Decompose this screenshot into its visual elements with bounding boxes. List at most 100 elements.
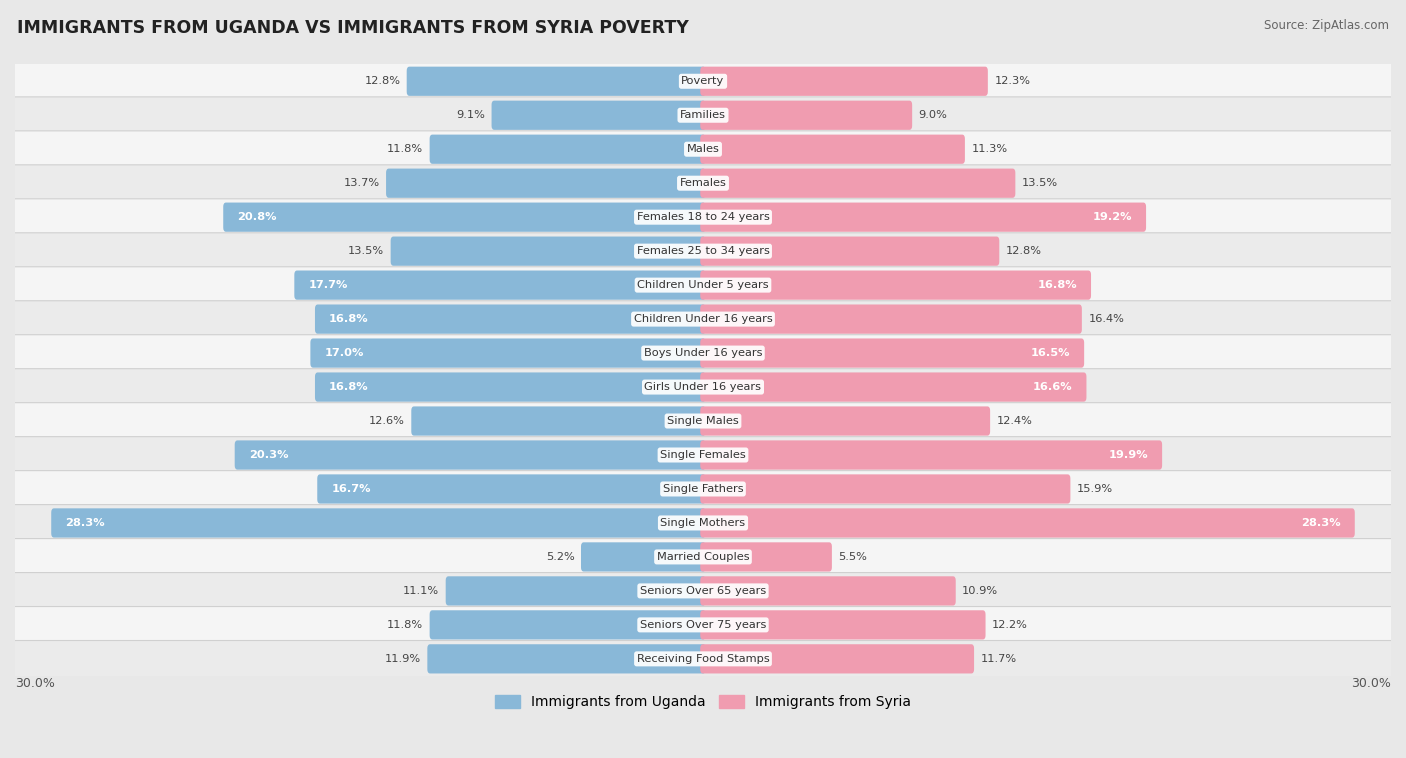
FancyBboxPatch shape [430, 610, 706, 640]
Text: 20.3%: 20.3% [249, 450, 288, 460]
FancyBboxPatch shape [224, 202, 706, 232]
FancyBboxPatch shape [14, 368, 1392, 406]
Text: 11.9%: 11.9% [385, 654, 420, 664]
FancyBboxPatch shape [700, 576, 956, 606]
FancyBboxPatch shape [700, 509, 1355, 537]
Text: 16.8%: 16.8% [1038, 280, 1077, 290]
Text: Children Under 5 years: Children Under 5 years [637, 280, 769, 290]
FancyBboxPatch shape [14, 267, 1392, 303]
Text: 11.1%: 11.1% [404, 586, 439, 596]
FancyBboxPatch shape [427, 644, 706, 673]
FancyBboxPatch shape [387, 168, 706, 198]
FancyBboxPatch shape [315, 305, 706, 334]
Text: 11.8%: 11.8% [387, 144, 423, 154]
FancyBboxPatch shape [51, 509, 706, 537]
FancyBboxPatch shape [14, 164, 1392, 202]
Text: 11.8%: 11.8% [387, 620, 423, 630]
FancyBboxPatch shape [14, 402, 1392, 440]
FancyBboxPatch shape [700, 101, 912, 130]
FancyBboxPatch shape [700, 236, 1000, 266]
Text: Girls Under 16 years: Girls Under 16 years [644, 382, 762, 392]
Text: 28.3%: 28.3% [1301, 518, 1340, 528]
Text: Seniors Over 75 years: Seniors Over 75 years [640, 620, 766, 630]
Text: Receiving Food Stamps: Receiving Food Stamps [637, 654, 769, 664]
Text: 9.0%: 9.0% [918, 110, 948, 121]
Text: Single Mothers: Single Mothers [661, 518, 745, 528]
Text: 11.7%: 11.7% [980, 654, 1017, 664]
FancyBboxPatch shape [700, 67, 988, 96]
FancyBboxPatch shape [14, 572, 1392, 609]
FancyBboxPatch shape [235, 440, 706, 470]
Text: Seniors Over 65 years: Seniors Over 65 years [640, 586, 766, 596]
Text: 9.1%: 9.1% [457, 110, 485, 121]
Text: Single Males: Single Males [666, 416, 740, 426]
Text: 5.5%: 5.5% [838, 552, 868, 562]
Text: Males: Males [686, 144, 720, 154]
Text: 16.6%: 16.6% [1032, 382, 1073, 392]
FancyBboxPatch shape [700, 610, 986, 640]
FancyBboxPatch shape [14, 233, 1392, 270]
FancyBboxPatch shape [14, 131, 1392, 168]
FancyBboxPatch shape [581, 542, 706, 572]
FancyBboxPatch shape [294, 271, 706, 299]
FancyBboxPatch shape [406, 67, 706, 96]
Text: 19.9%: 19.9% [1108, 450, 1147, 460]
FancyBboxPatch shape [446, 576, 706, 606]
Text: 12.4%: 12.4% [997, 416, 1032, 426]
Text: Females 18 to 24 years: Females 18 to 24 years [637, 212, 769, 222]
FancyBboxPatch shape [14, 539, 1392, 575]
FancyBboxPatch shape [14, 641, 1392, 677]
Text: 16.8%: 16.8% [329, 314, 368, 324]
Text: 19.2%: 19.2% [1092, 212, 1132, 222]
Text: 20.8%: 20.8% [238, 212, 277, 222]
FancyBboxPatch shape [700, 475, 1070, 503]
Text: 13.7%: 13.7% [343, 178, 380, 188]
Text: 17.0%: 17.0% [325, 348, 364, 358]
Text: 16.5%: 16.5% [1031, 348, 1070, 358]
FancyBboxPatch shape [700, 542, 832, 572]
FancyBboxPatch shape [700, 135, 965, 164]
Text: 11.3%: 11.3% [972, 144, 1008, 154]
Text: 5.2%: 5.2% [546, 552, 575, 562]
FancyBboxPatch shape [14, 97, 1392, 133]
Text: IMMIGRANTS FROM UGANDA VS IMMIGRANTS FROM SYRIA POVERTY: IMMIGRANTS FROM UGANDA VS IMMIGRANTS FRO… [17, 19, 689, 37]
FancyBboxPatch shape [700, 644, 974, 673]
FancyBboxPatch shape [700, 406, 990, 436]
FancyBboxPatch shape [14, 335, 1392, 371]
FancyBboxPatch shape [700, 440, 1163, 470]
Text: 17.7%: 17.7% [308, 280, 347, 290]
Text: 13.5%: 13.5% [349, 246, 384, 256]
Text: Married Couples: Married Couples [657, 552, 749, 562]
FancyBboxPatch shape [14, 606, 1392, 644]
FancyBboxPatch shape [14, 301, 1392, 337]
Text: 13.5%: 13.5% [1022, 178, 1057, 188]
FancyBboxPatch shape [14, 63, 1392, 99]
FancyBboxPatch shape [14, 199, 1392, 236]
Text: Single Females: Single Females [661, 450, 745, 460]
Text: 16.8%: 16.8% [329, 382, 368, 392]
FancyBboxPatch shape [14, 505, 1392, 541]
FancyBboxPatch shape [700, 168, 1015, 198]
FancyBboxPatch shape [318, 475, 706, 503]
Text: Boys Under 16 years: Boys Under 16 years [644, 348, 762, 358]
FancyBboxPatch shape [412, 406, 706, 436]
Text: 12.6%: 12.6% [368, 416, 405, 426]
Text: 16.4%: 16.4% [1088, 314, 1125, 324]
Text: 28.3%: 28.3% [66, 518, 105, 528]
FancyBboxPatch shape [14, 437, 1392, 473]
FancyBboxPatch shape [700, 202, 1146, 232]
FancyBboxPatch shape [430, 135, 706, 164]
Text: Females 25 to 34 years: Females 25 to 34 years [637, 246, 769, 256]
FancyBboxPatch shape [700, 339, 1084, 368]
Text: 12.8%: 12.8% [1005, 246, 1042, 256]
FancyBboxPatch shape [492, 101, 706, 130]
Text: 15.9%: 15.9% [1077, 484, 1114, 494]
Text: Source: ZipAtlas.com: Source: ZipAtlas.com [1264, 19, 1389, 32]
Text: Children Under 16 years: Children Under 16 years [634, 314, 772, 324]
FancyBboxPatch shape [315, 372, 706, 402]
Text: 10.9%: 10.9% [962, 586, 998, 596]
FancyBboxPatch shape [311, 339, 706, 368]
FancyBboxPatch shape [391, 236, 706, 266]
Text: 12.2%: 12.2% [993, 620, 1028, 630]
Text: Poverty: Poverty [682, 77, 724, 86]
